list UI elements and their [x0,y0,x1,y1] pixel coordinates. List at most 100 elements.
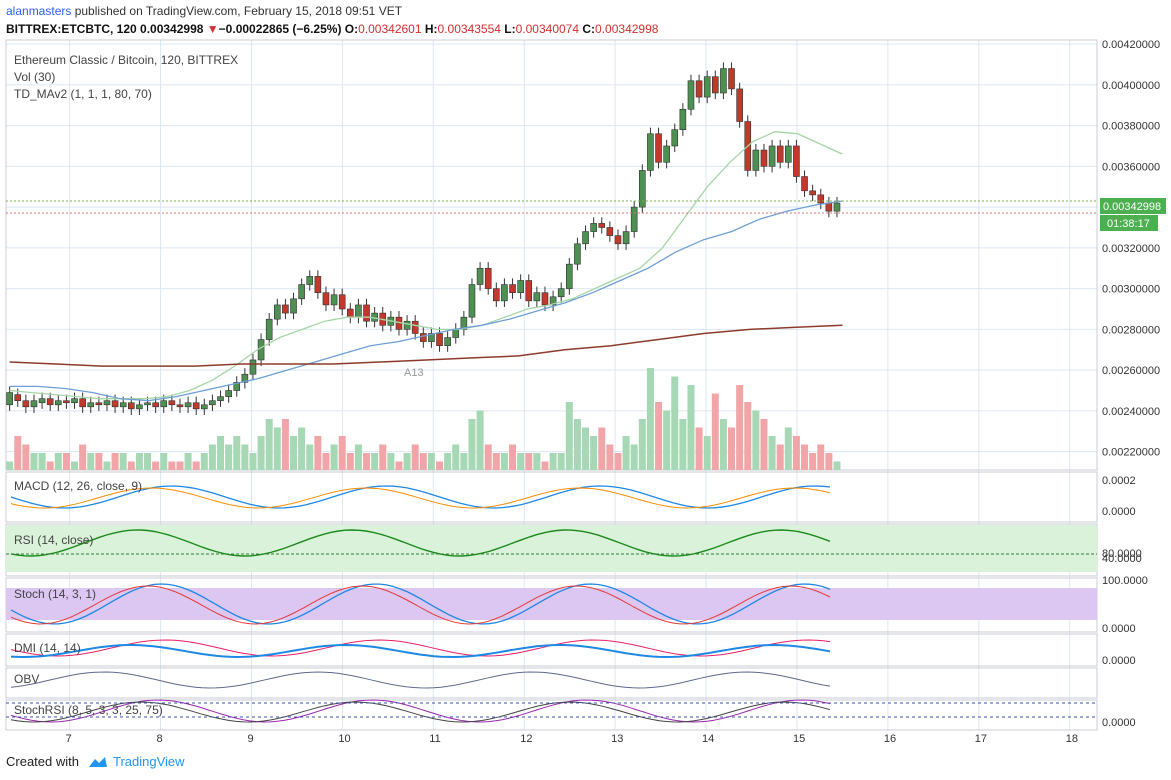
volume-bar [371,453,379,470]
candle [712,76,719,94]
volume-bar [6,461,14,470]
candle [403,320,411,330]
candle [817,194,825,204]
pane-frame-5 [5,667,1098,699]
volume-bar [525,453,533,470]
candle [428,333,435,342]
volume-bar [330,444,338,470]
created-with-text: Created with [6,754,79,769]
volume-bar [241,444,249,470]
x-tick-label: 13 [611,733,623,745]
candle [793,145,800,177]
indicator-tick-label: 0.0000 [1102,717,1136,729]
volume-bar [290,436,298,470]
volume-bar [573,419,581,470]
candle [209,400,216,406]
candle [801,176,808,192]
publish-line: alanmasters published on TradingView.com… [6,4,402,18]
volume-bar [484,444,492,470]
volume-bar [444,453,452,470]
candle [338,294,346,310]
volume-bar [436,461,444,470]
candle [355,304,362,318]
candle [582,231,589,245]
volume-bar [208,444,216,470]
volume-bar [322,453,330,470]
countdown-value: 01:38:17 [1107,218,1150,230]
volume-bar [354,444,362,470]
volume-bar [403,453,411,470]
candle [14,394,22,402]
candle [728,68,735,90]
candle [111,400,119,408]
candle [282,304,289,314]
y-tick-label: 0.00260000 [1102,365,1160,377]
candle [233,382,241,391]
candle [420,333,427,342]
indicator-tick-label: 80.0000 [1102,548,1142,560]
volume-bar [825,453,833,470]
candle [760,149,768,167]
candle [809,190,816,196]
x-tick-label: 15 [793,733,805,745]
candle [55,400,62,406]
candle [160,400,168,408]
volume-bar [111,453,119,470]
rsi-label: RSI (14, close) [14,533,93,547]
ma-brown-line [9,324,843,367]
x-tick-label: 9 [247,733,253,745]
volume-bar [95,453,103,470]
candle [768,145,776,167]
candle [192,402,200,410]
candle [201,404,208,410]
volume-bar [379,444,387,470]
candle [176,404,184,408]
candle [241,373,249,383]
pane-frame-1 [5,471,1098,523]
candle [265,318,273,340]
volume-bar [387,453,395,470]
candle [22,400,30,408]
candle [776,145,784,163]
candle [736,88,743,122]
volume-bar [265,419,273,470]
x-tick-label: 16 [884,733,896,745]
volume-bar [38,453,46,470]
volume-bar [257,436,265,470]
candle [549,296,557,306]
indicator-tick-label: 0.0000 [1102,506,1136,518]
tradingview-link[interactable]: TradingView [87,754,185,769]
volume-bar [703,436,711,470]
candle [63,400,70,404]
candle [298,284,305,300]
volume-bar [87,453,95,470]
stochrsi-label: StochRSI (8, 5, 3, 3, 25, 75) [14,703,163,717]
volume-bar [119,453,127,470]
volume-bar [168,461,176,470]
volume-bar [582,427,590,470]
volume-bar [776,444,784,470]
volume-bar [338,436,346,470]
volume-bar [655,402,663,470]
author-link[interactable]: alanmasters [6,4,72,18]
y-tick-label: 0.00360000 [1102,161,1160,173]
volume-bar [395,461,403,470]
x-tick-label: 17 [975,733,987,745]
volume-bar [663,410,671,470]
volume-bar [46,461,54,470]
volume-bar [784,427,792,470]
volume-bar [468,419,476,470]
volume-bar [517,453,525,470]
candle [306,276,314,285]
volume-bar [200,453,208,470]
y-tick-label: 0.00320000 [1102,243,1160,255]
candle [598,223,606,228]
candle [87,402,95,408]
candle [119,402,127,408]
candle [217,396,224,402]
volume-bar [144,453,152,470]
stoch-band [6,588,1097,620]
volume-bar [809,453,817,470]
pane-frame-0 [5,39,1098,471]
